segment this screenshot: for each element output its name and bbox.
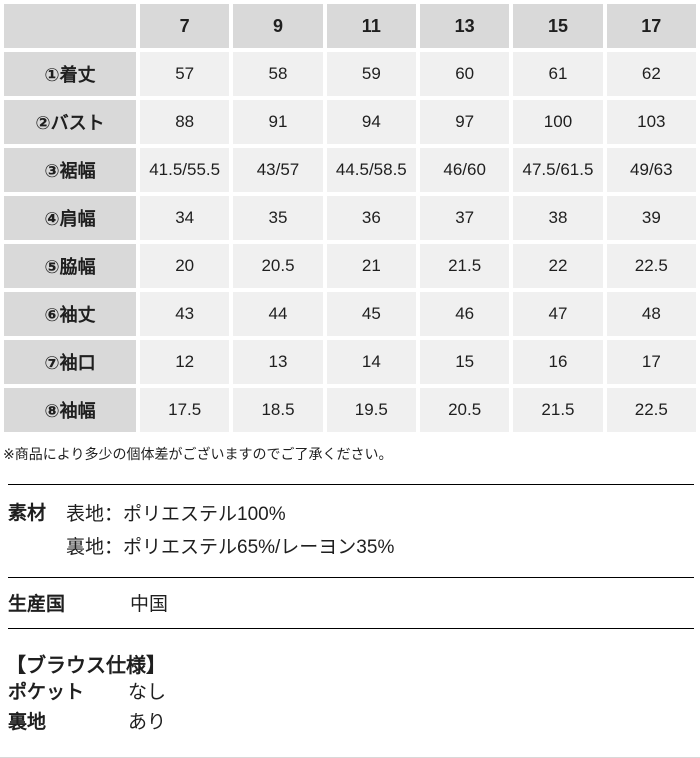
measurement-value-cell: 37: [419, 196, 510, 240]
measurement-value-cell: 21.5: [513, 388, 603, 432]
measurement-value-cell: 14: [326, 340, 416, 384]
origin-value: 中国: [130, 594, 169, 615]
measurement-value-cell: 43/57: [233, 148, 323, 192]
measurement-value-cell: 34: [140, 196, 230, 240]
measurement-value-cell: 103: [606, 100, 696, 144]
table-row: ①着丈 57 58 59 60 61 62: [4, 52, 696, 96]
table-row: ④肩幅 34 35 36 37 38 39: [4, 196, 696, 240]
measurement-value-cell: 100: [513, 100, 603, 144]
measurement-row-label: ③裾幅: [4, 148, 136, 192]
pocket-label: ポケット: [8, 682, 85, 703]
size-header-row: 7 9 11 13 15 17: [4, 4, 696, 48]
measurement-value-cell: 21.5: [419, 244, 510, 288]
measurement-value-cell: 17.5: [140, 388, 230, 432]
size-table-head: 7 9 11 13 15 17: [4, 4, 696, 48]
measurement-value-cell: 20.5: [419, 388, 510, 432]
measurement-value-cell: 36: [326, 196, 416, 240]
measurement-value-cell: 17: [606, 340, 696, 384]
measurement-value-cell: 48: [606, 292, 696, 336]
measurement-value-cell: 47: [513, 292, 603, 336]
table-row: ⑦袖口 12 13 14 15 16 17: [4, 340, 696, 384]
measurement-value-cell: 97: [419, 100, 510, 144]
measurement-value-cell: 94: [326, 100, 416, 144]
measurement-value-cell: 46: [419, 292, 510, 336]
blouse-spec-heading: 【ブラウス仕様】: [6, 655, 166, 677]
measurement-value-cell: 91: [233, 100, 323, 144]
origin-row: 生産国 中国: [8, 578, 700, 628]
measurement-value-cell: 47.5/61.5: [513, 148, 603, 192]
table-row: ③裾幅 41.5/55.5 43/57 44.5/58.5 46/60 47.5/61.5…: [4, 148, 696, 192]
table-row: ⑥袖丈 43 44 45 46 47 48: [4, 292, 696, 336]
measurement-value-cell: 39: [606, 196, 696, 240]
size-header-cell: 9: [233, 4, 323, 48]
measurement-row-label: ④肩幅: [4, 196, 136, 240]
corner-cell: [4, 4, 136, 48]
measurement-value-cell: 61: [513, 52, 603, 96]
measurement-value-cell: 15: [419, 340, 510, 384]
measurement-row-label: ⑧袖幅: [4, 388, 136, 432]
measurement-value-cell: 20: [140, 244, 230, 288]
lining-value: あり: [128, 712, 167, 733]
table-row: ⑤脇幅 20 20.5 21 21.5 22 22.5: [4, 244, 696, 288]
tolerance-note: ※商品により多少の個体差がございますのでご了承ください。: [3, 446, 393, 462]
measurement-value-cell: 22: [513, 244, 603, 288]
material-lining-fabric: 裏地：ポリエステル65%/レーヨン35%: [66, 537, 395, 558]
measurement-value-cell: 21: [326, 244, 416, 288]
material-lines: 表地：ポリエステル100% 裏地：ポリエステル65%/レーヨン35%: [66, 498, 394, 564]
measurement-value-cell: 46/60: [419, 148, 510, 192]
material-row: 素材 表地：ポリエステル100% 裏地：ポリエステル65%/レーヨン35%: [8, 498, 700, 564]
measurement-row-label: ⑥袖丈: [4, 292, 136, 336]
pocket-value: なし: [128, 682, 167, 703]
measurement-value-cell: 44: [233, 292, 323, 336]
measurement-value-cell: 18.5: [233, 388, 323, 432]
size-header-cell: 7: [140, 4, 230, 48]
size-table: 7 9 11 13 15 17 ①着丈 57 58 59 60 61 62 ②バスト 88 91 94 97 10…: [4, 4, 696, 432]
table-row: ⑧袖幅 17.5 18.5 19.5 20.5 21.5 22.5: [4, 388, 696, 432]
measurement-row-label: ⑦袖口: [4, 340, 136, 384]
measurement-row-label: ⑤脇幅: [4, 244, 136, 288]
divider-above-origin: [8, 577, 694, 578]
measurement-value-cell: 22.5: [606, 388, 696, 432]
measurement-value-cell: 58: [233, 52, 323, 96]
size-header-cell: 11: [326, 4, 416, 48]
origin-label: 生産国: [8, 594, 66, 615]
measurement-value-cell: 41.5/55.5: [140, 148, 230, 192]
measurement-value-cell: 13: [233, 340, 323, 384]
measurement-value-cell: 43: [140, 292, 230, 336]
table-row: ②バスト 88 91 94 97 100 103: [4, 100, 696, 144]
measurement-row-label: ①着丈: [4, 52, 136, 96]
measurement-value-cell: 57: [140, 52, 230, 96]
measurement-row-label: ②バスト: [4, 100, 136, 144]
measurement-value-cell: 45: [326, 292, 416, 336]
measurement-value-cell: 38: [513, 196, 603, 240]
measurement-value-cell: 62: [606, 52, 696, 96]
measurement-value-cell: 35: [233, 196, 323, 240]
measurement-value-cell: 49/63: [606, 148, 696, 192]
measurement-value-cell: 60: [419, 52, 510, 96]
measurement-value-cell: 59: [326, 52, 416, 96]
lining-label: 裏地: [8, 712, 47, 733]
size-header-cell: 17: [606, 4, 696, 48]
size-header-cell: 15: [513, 4, 603, 48]
spec-row-lining: 裏地 あり: [8, 708, 700, 738]
measurement-value-cell: 16: [513, 340, 603, 384]
size-header-cell: 13: [419, 4, 510, 48]
spec-row-pocket: ポケット なし: [8, 678, 700, 708]
measurement-value-cell: 20.5: [233, 244, 323, 288]
measurement-value-cell: 88: [140, 100, 230, 144]
measurement-value-cell: 22.5: [606, 244, 696, 288]
size-table-body: ①着丈 57 58 59 60 61 62 ②バスト 88 91 94 97 100 103 ③裾幅 41.5…: [4, 52, 696, 432]
measurement-value-cell: 19.5: [326, 388, 416, 432]
measurement-value-cell: 44.5/58.5: [326, 148, 416, 192]
divider-below-origin: [8, 628, 694, 629]
material-outer-fabric: 表地：ポリエステル100%: [66, 504, 286, 525]
measurement-value-cell: 12: [140, 340, 230, 384]
material-label: 素材: [8, 503, 47, 524]
divider-above-material: [8, 484, 694, 485]
